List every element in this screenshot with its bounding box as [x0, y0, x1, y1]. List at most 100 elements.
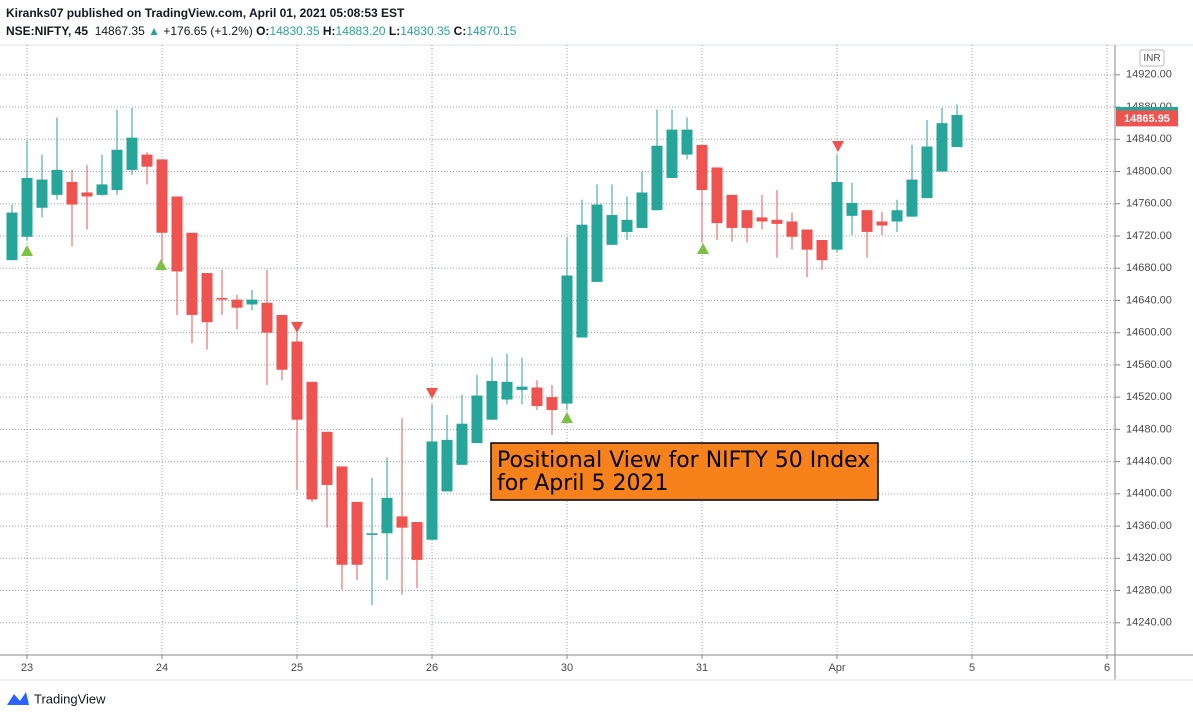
- buy-signal: [155, 259, 167, 270]
- x-tick-label: 24: [156, 662, 168, 674]
- y-tick-label: 14400.00: [1126, 488, 1172, 500]
- candle-body: [156, 159, 168, 233]
- candle-body: [471, 395, 483, 444]
- candle-body: [51, 169, 63, 195]
- candle-body: [366, 533, 378, 535]
- candle-body: [681, 129, 693, 155]
- y-tick-label: 14640.00: [1126, 294, 1172, 306]
- currency: INR: [1143, 53, 1160, 64]
- signals: [21, 141, 844, 423]
- logo: [7, 692, 29, 705]
- candle-body: [441, 439, 453, 492]
- candle-body: [321, 431, 333, 485]
- candle-body: [801, 229, 813, 250]
- plot: 14240.00 14280.00 14320.00 14360.00 14400.00…: [0, 45, 1172, 674]
- ohlc-value: 14870.15: [466, 24, 517, 38]
- ohlc-label: L:: [388, 24, 401, 38]
- annotation: Positional View for NIFTY 50 Index: [497, 448, 870, 473]
- x-tick-label: Apr: [828, 662, 845, 674]
- x-tick-label: 23: [21, 662, 33, 674]
- publisher: Kiranks07 published on TradingView.com, …: [6, 6, 405, 20]
- candle-body: [261, 302, 273, 333]
- x-tick-label: 5: [969, 662, 975, 674]
- y-tick-label: 14840.00: [1126, 133, 1172, 145]
- candle-body: [81, 192, 93, 197]
- annotation: for April 5 2021: [497, 471, 669, 496]
- candle-body: [216, 298, 228, 300]
- candle-body: [576, 224, 588, 338]
- candle-body: [21, 177, 33, 237]
- price-label-box: [1116, 110, 1178, 127]
- candle-body: [516, 386, 528, 390]
- candle-body: [951, 114, 963, 148]
- candle-body: [336, 466, 348, 565]
- candle-body: [231, 299, 243, 308]
- candle-body: [126, 137, 138, 170]
- candle-body: [201, 273, 213, 323]
- candle-body: [726, 194, 738, 228]
- candle-body: [276, 314, 288, 370]
- y-tick-label: 14680.00: [1126, 262, 1172, 274]
- annotation-box: [490, 442, 879, 501]
- x-tick-label: 31: [696, 662, 708, 674]
- y-tick-label: 14560.00: [1126, 359, 1172, 371]
- y-tick-label: 14280.00: [1126, 584, 1172, 596]
- candle-body: [501, 381, 513, 400]
- logo-icon: [7, 692, 29, 705]
- candle-body: [396, 516, 408, 528]
- buy-signal: [561, 412, 573, 423]
- candle-body: [486, 381, 498, 420]
- price-label: 14865.95: [1124, 113, 1170, 125]
- candle-body: [561, 275, 573, 404]
- x-tick-label: 30: [561, 662, 573, 674]
- candle-body: [651, 145, 663, 211]
- y-tick-label: 14520.00: [1126, 391, 1172, 403]
- candle-body: [786, 221, 798, 237]
- candle-body: [906, 179, 918, 217]
- candle-body: [381, 497, 393, 534]
- y-tick-label: 14720.00: [1126, 230, 1172, 242]
- candle-body: [96, 184, 108, 195]
- y-tick-label: 14440.00: [1126, 456, 1172, 468]
- candle-body: [186, 232, 198, 315]
- candle-body: [246, 299, 258, 305]
- y-tick-label: 14360.00: [1126, 520, 1172, 532]
- candle-body: [171, 196, 183, 272]
- candle-body: [456, 423, 468, 465]
- candle-body: [846, 202, 858, 216]
- candle-body: [891, 210, 903, 222]
- change: +176.65 (+1.2%): [163, 24, 253, 38]
- x-tick-label: 25: [291, 662, 303, 674]
- candle-body: [936, 123, 948, 172]
- candle-body: [306, 381, 318, 500]
- candle-body: [711, 167, 723, 224]
- candle-body: [621, 219, 633, 232]
- candle-body: [351, 501, 363, 565]
- ohlc-label: O:: [256, 24, 270, 38]
- candle-body: [591, 204, 603, 282]
- x-tick-label: 6: [1104, 662, 1110, 674]
- ohlc-value: 14830.35: [400, 24, 451, 38]
- candle-body: [426, 441, 438, 540]
- currency-box: [1139, 49, 1165, 67]
- candle-body: [831, 181, 843, 250]
- ohlc-label: H:: [322, 24, 336, 38]
- candle-body: [816, 240, 828, 261]
- y-tick-label: 14800.00: [1126, 165, 1172, 177]
- candle-body: [111, 149, 123, 191]
- candle-body: [861, 210, 873, 232]
- candle-body: [921, 146, 933, 199]
- header-row: NSE:NIFTY, 45 14867.35 ▲ +176.65 (+1.2%)…: [6, 22, 516, 40]
- y-tick-label: 14480.00: [1126, 423, 1172, 435]
- buy-signal: [697, 243, 709, 254]
- header-row: Kiranks07 published on TradingView.com, …: [6, 4, 516, 22]
- ohlc-value: 14830.35: [269, 24, 320, 38]
- y-tick-label: 14600.00: [1126, 327, 1172, 339]
- y-tick-label: 14240.00: [1126, 617, 1172, 629]
- sell-signal: [291, 322, 303, 333]
- candle-body: [756, 217, 768, 222]
- candle-body: [141, 154, 153, 167]
- candle-body: [546, 397, 558, 411]
